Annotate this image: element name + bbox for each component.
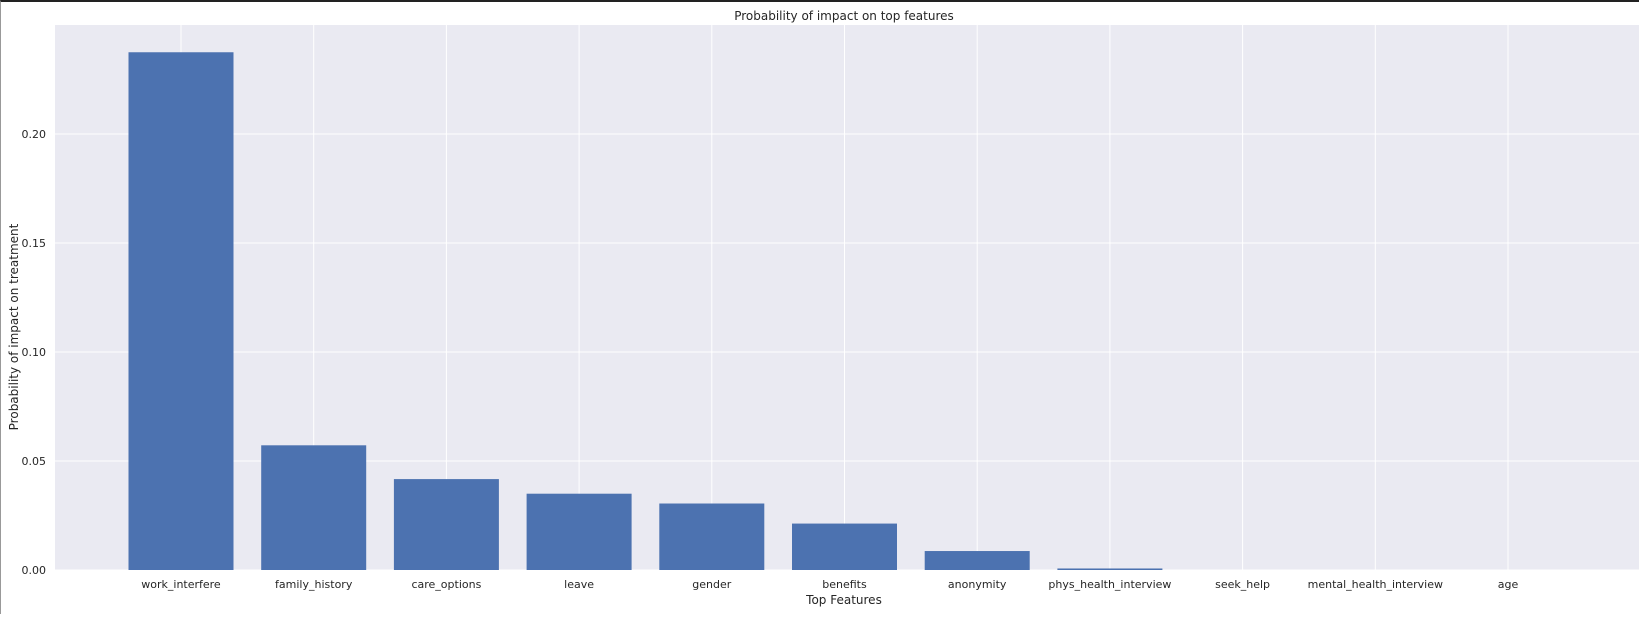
- y-axis-label: Probability of impact on treatment: [7, 223, 21, 430]
- x-tick-label: care_options: [411, 578, 481, 591]
- y-tick-label: 0.00: [22, 564, 47, 577]
- x-tick-label: leave: [564, 578, 594, 591]
- x-axis-label: Top Features: [805, 593, 882, 607]
- y-tick-label: 0.10: [22, 346, 47, 359]
- x-axis-ticks: work_interfere family_history care_options…: [141, 578, 1518, 591]
- chart-title: Probability of impact on top features: [734, 9, 954, 23]
- grid-lines: [55, 25, 1639, 571]
- y-tick-label: 0.05: [22, 455, 47, 468]
- y-tick-label: 0.15: [22, 237, 47, 250]
- x-tick-label: anonymity: [948, 578, 1007, 591]
- bar-phys-health-interview: [1057, 568, 1163, 570]
- bar-gender: [659, 503, 765, 570]
- x-tick-label: mental_health_interview: [1308, 578, 1443, 591]
- bar-family-history: [261, 445, 367, 570]
- bars: [128, 52, 1163, 570]
- x-tick-label: phys_health_interview: [1048, 578, 1171, 591]
- x-tick-label: benefits: [822, 578, 867, 591]
- bar-care-options: [393, 479, 499, 570]
- bar-anonymity: [924, 551, 1030, 570]
- x-tick-label: gender: [692, 578, 731, 591]
- x-tick-label: age: [1498, 578, 1519, 591]
- x-tick-label: work_interfere: [141, 578, 221, 591]
- x-tick-label: family_history: [275, 578, 353, 591]
- x-tick-label: seek_help: [1215, 578, 1270, 591]
- bar-leave: [526, 493, 632, 570]
- y-tick-label: 0.20: [22, 128, 47, 141]
- y-axis-ticks: 0.00 0.05 0.10 0.15 0.20: [22, 128, 47, 577]
- bar-benefits: [792, 523, 897, 570]
- bar-work-interfere: [128, 52, 234, 570]
